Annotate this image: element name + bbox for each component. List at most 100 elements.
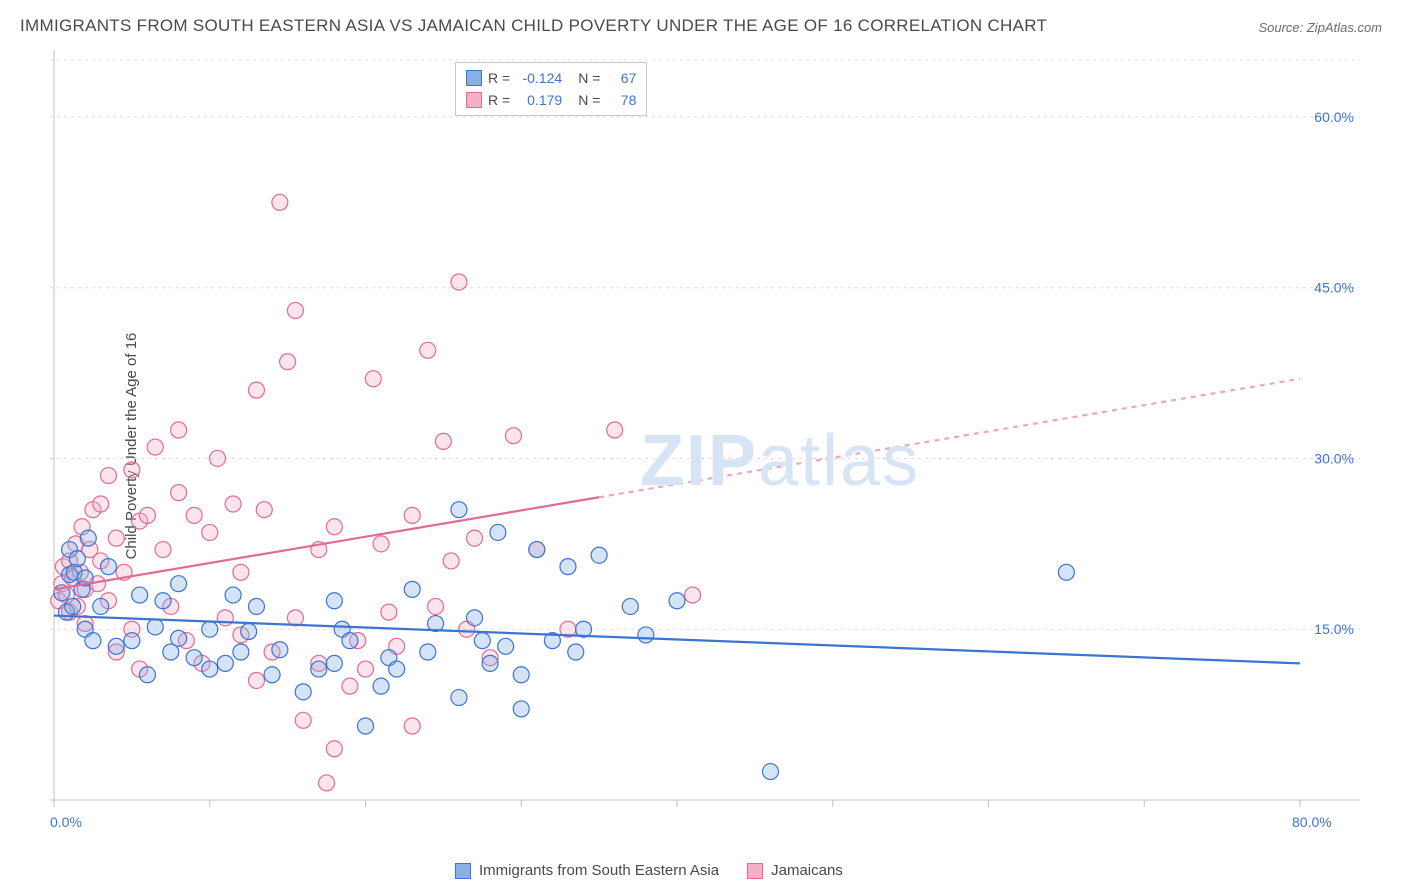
data-point [101, 468, 117, 484]
data-point [342, 678, 358, 694]
data-point [124, 462, 140, 478]
data-point [248, 382, 264, 398]
data-point [171, 630, 187, 646]
data-point [474, 633, 490, 649]
data-point [326, 655, 342, 671]
data-point [326, 593, 342, 609]
data-point [560, 559, 576, 575]
data-point [685, 587, 701, 603]
y-tick-label: 60.0% [1314, 109, 1354, 125]
data-point [420, 644, 436, 660]
data-point [295, 712, 311, 728]
data-point [498, 638, 514, 654]
data-point [326, 741, 342, 757]
stats-r-label: R = [488, 70, 510, 86]
data-point [295, 684, 311, 700]
data-point [80, 530, 96, 546]
y-tick-label: 30.0% [1314, 450, 1354, 466]
data-point [202, 621, 218, 637]
data-point [217, 655, 233, 671]
data-point [373, 678, 389, 694]
data-point [256, 502, 272, 518]
data-point [171, 576, 187, 592]
data-point [132, 587, 148, 603]
data-point [139, 667, 155, 683]
stats-row: R =0.179N =78 [466, 89, 636, 111]
legend-label: Jamaicans [771, 862, 843, 879]
data-point [404, 718, 420, 734]
stats-n-value: 67 [608, 70, 636, 86]
legend-swatch [455, 863, 471, 879]
data-point [638, 627, 654, 643]
scatter-chart-svg: 15.0% 30.0% 45.0% 60.0% [50, 50, 1360, 840]
legend-swatch [747, 863, 763, 879]
data-point [147, 619, 163, 635]
data-point [669, 593, 685, 609]
y-tick-label: 45.0% [1314, 280, 1354, 296]
stats-n-label: N = [578, 92, 600, 108]
data-point [225, 587, 241, 603]
x-axis-min-label: 0.0% [50, 814, 82, 830]
data-point [365, 371, 381, 387]
data-point [124, 633, 140, 649]
data-point [326, 519, 342, 535]
stats-r-value: -0.124 [518, 70, 562, 86]
data-point [373, 536, 389, 552]
data-point [155, 593, 171, 609]
data-point [171, 422, 187, 438]
legend-item: Immigrants from South Eastern Asia [455, 862, 719, 879]
data-point [186, 507, 202, 523]
data-point [358, 718, 374, 734]
chart-title: IMMIGRANTS FROM SOUTH EASTERN ASIA VS JA… [20, 16, 1047, 36]
data-point [404, 507, 420, 523]
data-point [108, 638, 124, 654]
stats-row: R = -0.124 N = 67 [466, 67, 636, 89]
data-point [591, 547, 607, 563]
x-axis-max-label: 80.0% [1292, 814, 1332, 830]
data-point [451, 274, 467, 290]
data-point [93, 496, 109, 512]
data-point [202, 524, 218, 540]
stats-r-label: R = [488, 92, 510, 108]
data-point [762, 764, 778, 780]
data-point [490, 524, 506, 540]
data-point [607, 422, 623, 438]
data-point [420, 342, 436, 358]
data-point [513, 667, 529, 683]
data-point [155, 542, 171, 558]
correlation-stats-box: R =-0.124N =67R =0.179N =78 [455, 62, 647, 116]
data-point [248, 598, 264, 614]
stats-r-value: 0.179 [518, 92, 562, 108]
data-point [482, 655, 498, 671]
data-point [264, 667, 280, 683]
trend-line-dashed [599, 379, 1300, 497]
data-point [225, 496, 241, 512]
data-point [202, 661, 218, 677]
data-point [381, 604, 397, 620]
data-point [65, 598, 81, 614]
data-point [1058, 564, 1074, 580]
data-point [272, 194, 288, 210]
y-tick-label: 15.0% [1314, 621, 1354, 637]
source-attribution: Source: ZipAtlas.com [1258, 20, 1382, 35]
data-point [139, 507, 155, 523]
data-point [389, 661, 405, 677]
data-point [513, 701, 529, 717]
data-point [451, 502, 467, 518]
stats-n-label: N = [578, 70, 600, 86]
data-point [248, 672, 264, 688]
data-point [311, 661, 327, 677]
legend-item: Jamaicans [747, 862, 843, 879]
data-point [342, 633, 358, 649]
data-point [467, 530, 483, 546]
data-point [93, 598, 109, 614]
data-point [287, 610, 303, 626]
data-point [435, 433, 451, 449]
data-point [210, 450, 226, 466]
legend-swatch [466, 70, 482, 86]
data-point [568, 644, 584, 660]
data-point [108, 530, 124, 546]
data-point [233, 644, 249, 660]
trend-line-solid [54, 497, 599, 589]
bottom-legend: Immigrants from South Eastern Asia Jamaic… [455, 862, 843, 879]
